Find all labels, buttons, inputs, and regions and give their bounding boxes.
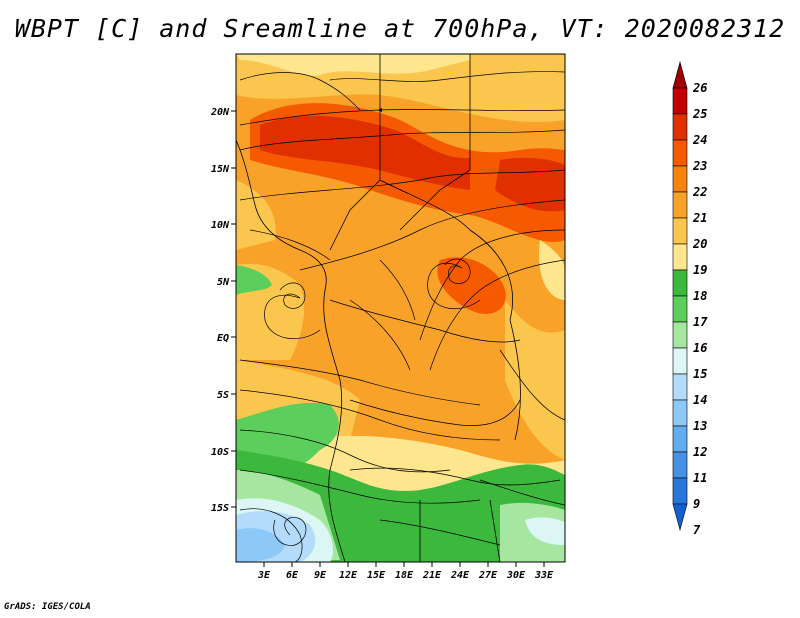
- colorbar-label: 14: [693, 393, 707, 407]
- lon-label: 21E: [422, 570, 442, 581]
- colorbar-swatch: [672, 321, 688, 349]
- colorbar-swatch: [672, 217, 688, 245]
- lon-label: 24E: [450, 570, 470, 581]
- colorbar-swatch: [672, 477, 688, 505]
- colorbar-label: 25: [692, 107, 707, 121]
- lon-label: 9E: [314, 570, 327, 581]
- lat-label: 15N: [211, 164, 230, 175]
- colorbar-swatch: [672, 425, 688, 453]
- colorbar-label: 16: [693, 341, 707, 355]
- colorbar-swatch: [672, 451, 688, 479]
- colorbar-swatch: [672, 269, 688, 297]
- colorbar-swatch: [672, 295, 688, 323]
- lat-label: 5S: [217, 390, 229, 401]
- colorbar-swatch: [672, 243, 688, 271]
- lat-label: 5N: [217, 277, 230, 288]
- colorbar-swatch: [672, 347, 688, 375]
- colorbar-label: 7: [693, 523, 701, 537]
- lat-label: 15S: [211, 503, 229, 514]
- colorbar-swatch: [672, 139, 688, 167]
- wbpt-field: [236, 54, 565, 562]
- colorbar-swatch: [672, 373, 688, 401]
- colorbar-bottom-arrow: [672, 503, 688, 532]
- colorbar-label: 26: [692, 81, 707, 95]
- lon-label: 27E: [478, 570, 498, 581]
- lon-axis: [263, 562, 545, 567]
- colorbar-label: 24: [692, 133, 707, 147]
- colorbar-swatch: [672, 165, 688, 193]
- colorbar-label: 22: [692, 185, 707, 199]
- map-title: WBPT [C] and Sreamline at 700hPa, VT: 20…: [14, 14, 786, 43]
- colorbar-label: 9: [693, 497, 700, 511]
- lat-label: 10N: [211, 220, 230, 231]
- lon-label: 6E: [286, 570, 299, 581]
- colorbar-label: 18: [693, 289, 707, 303]
- colorbar-label: 11: [693, 471, 707, 485]
- colorbar-label: 13: [693, 419, 707, 433]
- colorbar-label: 19: [693, 263, 707, 277]
- colorbar-label: 17: [693, 315, 708, 329]
- lon-label: 18E: [395, 570, 414, 581]
- lon-label: 3E: [257, 570, 271, 581]
- map-frame: [235, 53, 566, 563]
- lat-label: EQ: [217, 333, 229, 344]
- colorbar-label: 23: [692, 159, 707, 173]
- lon-label: 33E: [534, 570, 554, 581]
- lat-axis: [231, 110, 236, 508]
- colorbar-swatch: [672, 113, 688, 141]
- colorbar-label: 12: [693, 445, 707, 459]
- colorbar-label: 20: [692, 237, 707, 251]
- grads-credit: GrADS: IGES/COLA: [4, 602, 91, 612]
- colorbar-label: 15: [693, 367, 707, 381]
- colorbar-swatch: [672, 87, 688, 115]
- colorbar-swatch: [672, 399, 688, 427]
- lon-label: 12E: [339, 570, 358, 581]
- colorbar-swatch: [672, 191, 688, 219]
- colorbar-top-arrow: [672, 60, 688, 89]
- lon-label: 30E: [506, 570, 526, 581]
- colorbar-label: 21: [692, 211, 707, 225]
- colorbar: 26 25 24 23 22 21 20 19 18 17 16 15 14 13 12 11 9 7: [672, 60, 708, 537]
- lat-label: 10S: [211, 447, 229, 458]
- lat-label: 20N: [210, 107, 230, 118]
- lon-label: 15E: [367, 570, 386, 581]
